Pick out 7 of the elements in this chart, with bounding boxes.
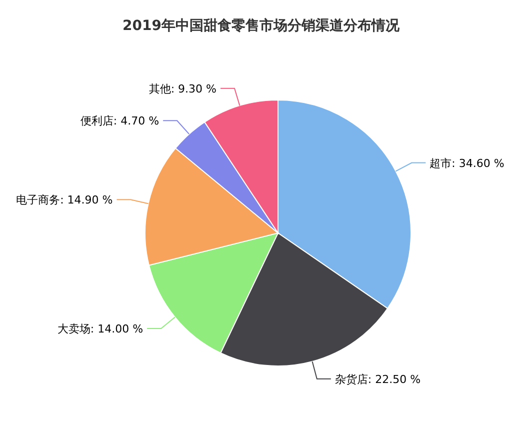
- slice-label: 大卖场: 14.00 %: [57, 322, 144, 336]
- slice-label: 超市: 34.60 %: [430, 156, 504, 170]
- slice-label: 便利店: 4.70 %: [80, 114, 160, 128]
- slice-label: 其他: 9.30 %: [148, 82, 217, 96]
- slice-label: 电子商务: 14.90 %: [16, 194, 113, 207]
- chart-title: 2019年中国甜食零售市场分销渠道分布情况: [122, 17, 400, 34]
- slice-label: 杂货店: 22.50 %: [334, 372, 421, 386]
